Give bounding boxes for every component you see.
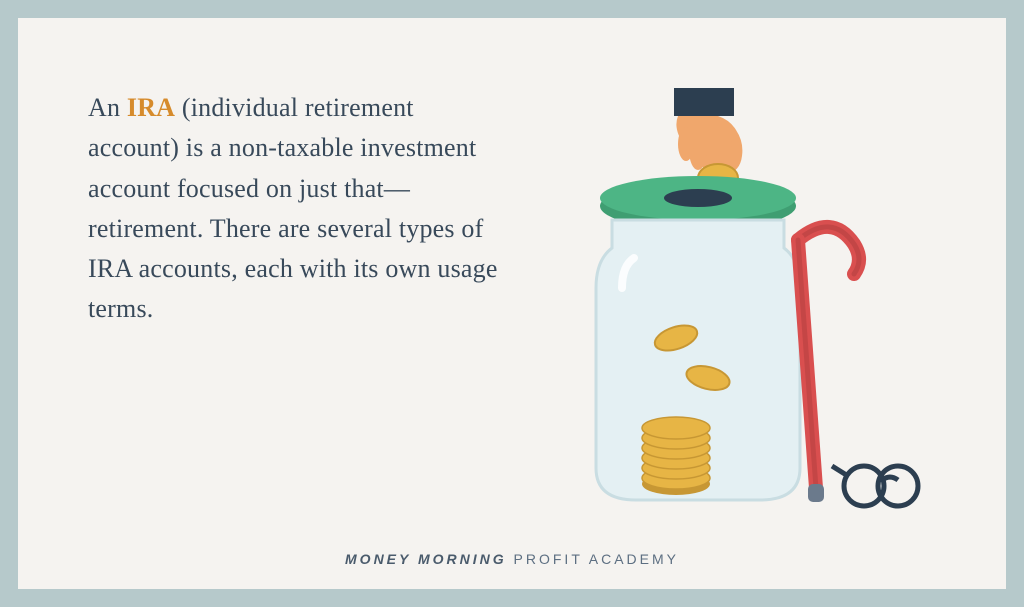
jar-illustration	[526, 88, 926, 518]
infographic-card: An IRA (individual retirement account) i…	[18, 18, 1006, 589]
content-row: An IRA (individual retirement account) i…	[18, 18, 1006, 537]
text-column: An IRA (individual retirement account) i…	[88, 78, 508, 537]
brand-strong: MONEY MORNING	[345, 551, 507, 567]
footer-attribution: MONEY MORNING PROFIT ACADEMY	[18, 537, 1006, 589]
body-paragraph: An IRA (individual retirement account) i…	[88, 88, 508, 330]
text-prefix: An	[88, 93, 127, 122]
sleeve-icon	[674, 88, 734, 116]
brand-light: PROFIT ACADEMY	[507, 551, 679, 567]
coin-stack-icon	[642, 417, 710, 495]
highlight-term: IRA	[127, 93, 175, 122]
jar-svg	[526, 88, 926, 518]
illustration-column	[508, 78, 956, 537]
glasses-icon	[832, 466, 918, 506]
cane-icon	[798, 227, 859, 502]
text-rest: (individual retirement account) is a non…	[88, 93, 498, 323]
